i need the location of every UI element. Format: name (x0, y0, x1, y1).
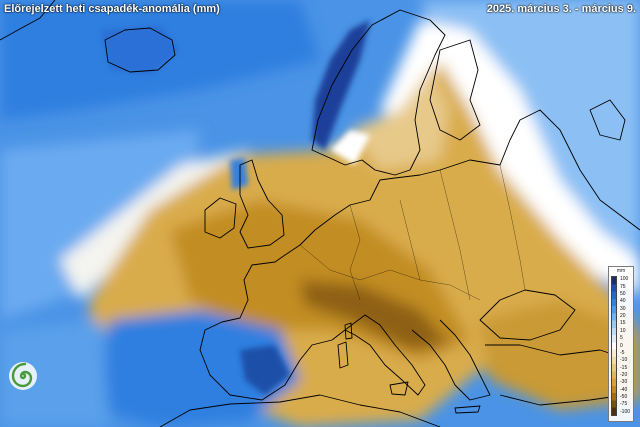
legend-tick-label: 100 (620, 276, 629, 283)
coastline-caspian (589, 99, 626, 141)
coastline-crete (454, 405, 481, 414)
coastline-britain (239, 159, 285, 249)
wet-core-spain (240, 345, 290, 395)
legend-tick-label: 10 (620, 327, 626, 334)
spiral-logo-icon (9, 362, 37, 390)
color-scale-legend: mm 100 75 50 40 30 20 15 10 5 0 -5 -10 -15 -20 -30 -40-… (608, 266, 634, 422)
coastline-black-sea (479, 289, 576, 341)
coastline-ireland (204, 197, 237, 239)
legend-tick-label: -30 (620, 379, 628, 386)
coastline-sardinia (337, 341, 349, 369)
light-wet-zone-atlantic (0, 130, 200, 320)
map-title: Előrejelzett heti csapadék-anomália (mm) (4, 3, 220, 15)
coastline-finland (429, 39, 481, 141)
legend-tick-label: -100 (620, 408, 631, 415)
dry-zone-strongest-alps (300, 280, 450, 350)
legend-tick-label: -5 (620, 349, 625, 356)
legend-tick-label: 75 (620, 283, 626, 290)
legend-unit: mm (616, 268, 626, 274)
legend-color-bar (611, 276, 617, 416)
neutral-patch-norway-coast (330, 130, 370, 165)
date-range: 2025. március 3. - március 9. (486, 3, 636, 15)
legend-tick-label: 5 (620, 335, 623, 342)
coastline-corsica (344, 322, 353, 340)
coastline-sicily (389, 381, 409, 396)
wet-core-iceland (100, 25, 180, 75)
legend-tick-label: 30 (620, 305, 626, 312)
legend-tick-label: 20 (620, 313, 626, 320)
legend-tick-label: -50 (620, 394, 628, 401)
legend-tick-label: -15 (620, 364, 628, 371)
legend-tick-label: 15 (620, 320, 626, 327)
dry-zone-scandinavia (350, 70, 450, 170)
borders (299, 164, 526, 301)
coastline-scandinavia (311, 9, 446, 176)
wet-core-norway (312, 20, 370, 150)
coastline-north-africa (159, 394, 441, 427)
legend-tick-label: -20 (620, 371, 628, 378)
legend-tick-label: -75 (620, 401, 628, 408)
wet-patch-uk (230, 158, 248, 190)
legend-tick-label: -10 (620, 357, 628, 364)
legend-tick-label: 50 (620, 290, 626, 297)
coastline-france-iberia (199, 254, 346, 401)
legend-tick-label: 40 (620, 298, 626, 305)
coastline-greenland-tip (0, 0, 56, 41)
legend-tick-label: -40 (620, 386, 628, 393)
anomaly-field-detail (100, 20, 370, 395)
coastline-iceland (104, 27, 176, 73)
coastline-italy (344, 314, 426, 396)
coastline-balkans-greece (411, 319, 491, 401)
legend-tick-label: 0 (620, 342, 623, 349)
wet-zone-northafrica (0, 320, 110, 427)
